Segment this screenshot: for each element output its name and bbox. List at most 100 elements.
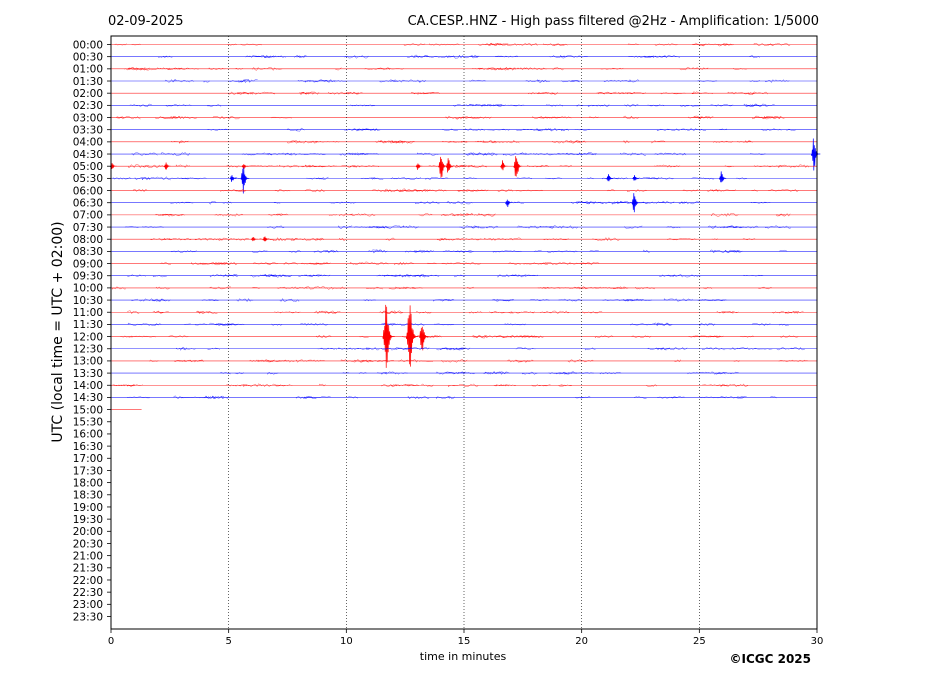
- seismic-event-0500-17_3: [513, 156, 523, 177]
- y-tick-label-0130: 01:30: [73, 76, 103, 88]
- y-tick-label-0330: 03:30: [73, 124, 103, 136]
- copyright-credit: ©ICGC 2025: [729, 652, 811, 666]
- y-tick-label-2000: 20:00: [73, 526, 103, 538]
- y-tick-label-1000: 10:00: [73, 283, 103, 295]
- trace-row-0600: [111, 188, 817, 193]
- x-tick-label-5: 5: [225, 636, 231, 647]
- y-tick-label-0000: 00:00: [73, 39, 103, 51]
- y-axis-label: UTC (local time = UTC + 02:00): [50, 221, 66, 442]
- seismic-event-0500-14_4: [445, 158, 454, 173]
- y-tick-label-1230: 12:30: [73, 344, 103, 356]
- y-tick-label-2130: 21:30: [73, 563, 103, 575]
- y-tick-label-1730: 17:30: [73, 465, 103, 477]
- y-tick-label-0300: 03:00: [73, 112, 103, 124]
- y-tick-label-2200: 22:00: [73, 575, 103, 587]
- y-tick-label-0830: 08:30: [73, 246, 103, 258]
- x-tick-label-15: 15: [458, 636, 471, 647]
- y-tick-label-0030: 00:30: [73, 51, 103, 63]
- trace-row-0430: [111, 138, 821, 171]
- y-tick-label-2030: 20:30: [73, 538, 103, 550]
- trace-row-0530: [111, 167, 817, 194]
- x-tick-label-0: 0: [108, 636, 114, 647]
- y-tick-label-1330: 13:30: [73, 368, 103, 380]
- y-tick-label-1600: 16:00: [73, 429, 103, 441]
- y-tick-label-1530: 15:30: [73, 417, 103, 429]
- y-tick-label-0630: 06:30: [73, 198, 103, 210]
- y-tick-label-2330: 23:30: [73, 611, 103, 623]
- seismic-event-0500-14_1: [438, 156, 447, 178]
- y-tick-label-0600: 06:00: [73, 185, 103, 197]
- seismic-event-0500-2_4: [163, 162, 171, 170]
- x-tick-label-20: 20: [575, 636, 588, 647]
- y-tick-label-0100: 01:00: [73, 64, 103, 76]
- y-tick-label-2100: 21:00: [73, 550, 103, 562]
- trace-row-0900: [111, 261, 817, 266]
- seismic-event-0430-29_95: [810, 138, 821, 171]
- y-tick-label-0200: 02:00: [73, 88, 103, 100]
- seismic-event-0800-6_1: [251, 236, 258, 242]
- trace-row-0030: [111, 54, 817, 59]
- trace-row-0630: [111, 193, 817, 213]
- x-tick-label-30: 30: [811, 636, 824, 647]
- y-tick-label-1630: 16:30: [73, 441, 103, 453]
- trace-row-0500: [109, 156, 817, 178]
- y-tick-label-0730: 07:30: [73, 222, 103, 234]
- trace-row-1330: [111, 370, 817, 376]
- chart-title: CA.CESP..HNZ - High pass filtered @2Hz -…: [408, 14, 819, 29]
- y-tick-label-0530: 05:30: [73, 173, 103, 185]
- y-tick-label-1900: 19:00: [73, 502, 103, 514]
- trace-row-0100: [111, 66, 817, 71]
- trace-layer: [109, 42, 821, 410]
- seismic-event-0500-16_7: [500, 160, 508, 171]
- seismic-event-0530-5_2: [229, 175, 237, 182]
- y-tick-label-1500: 15:00: [73, 404, 103, 416]
- trace-row-0830: [111, 249, 817, 254]
- y-tick-label-1430: 14:30: [73, 392, 103, 404]
- seismic-event-1200-11_8: [382, 304, 395, 368]
- y-tick-label-0430: 04:30: [73, 149, 103, 161]
- y-tick-label-1130: 11:30: [73, 319, 103, 331]
- seismic-event-0630-22_3: [631, 193, 640, 213]
- y-tick-label-0500: 05:00: [73, 161, 103, 173]
- y-tick-label-0400: 04:00: [73, 137, 103, 149]
- x-axis-ticks: 0 5 10 15 20 25 30: [108, 629, 824, 647]
- x-axis-label: time in minutes: [420, 650, 507, 663]
- seismic-event-0630-16_9: [505, 199, 512, 208]
- seismic-event-0800-6_6: [262, 236, 270, 242]
- seismic-event-0500-13_1: [415, 163, 423, 170]
- trace-row-0800: [111, 236, 817, 242]
- y-tick-label-1030: 10:30: [73, 295, 103, 307]
- seismic-event-0530-22_3: [632, 175, 639, 181]
- trace-row-1400: [111, 383, 817, 388]
- seismic-event-0530-5_7: [240, 167, 250, 194]
- y-tick-label-0800: 08:00: [73, 234, 103, 246]
- y-tick-label-1400: 14:00: [73, 380, 103, 392]
- y-tick-label-1300: 13:00: [73, 356, 103, 368]
- seismic-event-1200-12_8: [405, 305, 419, 367]
- x-tick-label-25: 25: [693, 636, 706, 647]
- y-tick-label-1200: 12:00: [73, 331, 103, 343]
- y-tick-label-1100: 11:00: [73, 307, 103, 319]
- vertical-gridlines: [228, 36, 700, 629]
- y-tick-label-1800: 18:00: [73, 477, 103, 489]
- trace-row-0700: [111, 212, 817, 217]
- seismic-event-1200-13_3: [418, 326, 429, 351]
- y-tick-label-1700: 17:00: [73, 453, 103, 465]
- seismic-event-0500-5_7: [241, 164, 249, 169]
- chart-date: 02-09-2025: [108, 14, 184, 29]
- trace-row-0930: [111, 273, 817, 279]
- y-tick-label-1930: 19:30: [73, 514, 103, 526]
- seismic-event-0530-26: [718, 171, 727, 183]
- y-tick-label-0230: 02:30: [73, 100, 103, 112]
- trace-row-1430: [111, 395, 817, 400]
- y-tick-label-2300: 23:00: [73, 599, 103, 611]
- y-tick-label-0930: 09:30: [73, 271, 103, 283]
- y-tick-label-0700: 07:00: [73, 210, 103, 222]
- x-tick-label-10: 10: [340, 636, 353, 647]
- plot-frame: [110, 35, 818, 630]
- trace-row-0730: [111, 224, 817, 229]
- y-tick-label-2230: 22:30: [73, 587, 103, 599]
- y-axis-ticks: 00:0000:3001:0001:3002:0002:3003:0003:30…: [73, 39, 111, 623]
- y-tick-label-0900: 09:00: [73, 258, 103, 270]
